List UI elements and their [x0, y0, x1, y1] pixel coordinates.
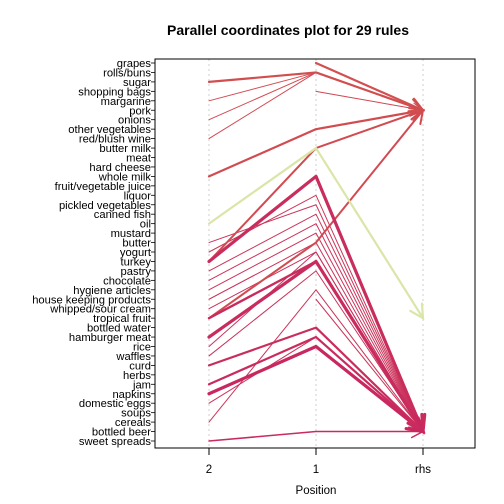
item-label: soups — [121, 408, 151, 420]
item-label: other vegetables — [68, 124, 151, 136]
item-label: bottled water — [87, 323, 151, 335]
item-label: canned fish — [94, 209, 151, 221]
item-label: fruit/vegetable juice — [55, 181, 151, 193]
rule-line-10 — [207, 146, 425, 320]
item-label: turkey — [121, 256, 152, 268]
chart-title: Parallel coordinates plot for 29 rules — [167, 22, 409, 38]
item-label: red/blush wine — [79, 134, 151, 146]
item-label: butter milk — [99, 143, 151, 155]
rule-line-6 — [207, 109, 425, 178]
rule-line-15 — [208, 223, 424, 433]
rule-arrowhead-25 — [404, 414, 426, 434]
item-ticks — [151, 62, 155, 442]
item-label: domestic eggs — [79, 398, 152, 410]
rule-arrowhead-6 — [408, 104, 426, 121]
rule-line-18 — [208, 251, 424, 433]
item-label: rolls/buns — [103, 67, 151, 79]
item-label: pork — [129, 105, 151, 117]
item-label: house keeping products — [32, 294, 151, 306]
item-label: pickled vegetables — [59, 200, 151, 212]
item-label: napkins — [112, 389, 151, 401]
rule-line-20 — [207, 259, 425, 434]
item-label: sugar — [123, 77, 151, 89]
item-label: mustard — [111, 228, 151, 240]
item-label: hard cheese — [89, 162, 151, 174]
rule-line-5 — [314, 61, 425, 112]
item-label: meat — [126, 153, 152, 165]
rule-line-23 — [208, 270, 424, 433]
item-label: grapes — [117, 58, 152, 70]
item-label: yogurt — [120, 247, 152, 259]
rule-line-16 — [208, 232, 424, 433]
rule-line-8 — [208, 109, 424, 320]
item-label: bottled beer — [92, 427, 151, 439]
item-label: butter — [122, 238, 151, 250]
item-label: herbs — [123, 370, 151, 382]
rule-line-11 — [207, 174, 425, 434]
rule-arrowhead-10 — [409, 302, 425, 321]
x-tick-label: 1 — [313, 464, 319, 476]
rule-line-13 — [208, 204, 424, 433]
item-label: whole milk — [98, 171, 152, 183]
x-axis-ticks: 2 1 rhs — [206, 448, 431, 476]
item-label: pastry — [121, 266, 152, 278]
item-label: hygiene articles — [73, 285, 151, 297]
item-label: hamburger meat — [69, 332, 152, 344]
item-label: jam — [132, 379, 151, 391]
item-label: onions — [118, 115, 151, 127]
plot-frame — [154, 58, 476, 449]
item-label: margarine — [101, 96, 151, 108]
x-axis-label: Position — [296, 485, 337, 497]
rule-line-28 — [208, 430, 424, 442]
item-label: waffles — [115, 351, 151, 363]
item-label: curd — [129, 360, 151, 372]
rule-line-9 — [315, 90, 424, 111]
item-label: tropical fruit — [93, 313, 152, 325]
rule-line-24 — [207, 335, 425, 433]
item-label: oil — [140, 219, 151, 231]
rule-line-25 — [207, 344, 425, 434]
rule-line-22 — [207, 326, 425, 433]
item-label: chocolate — [103, 275, 151, 287]
rule-line-1 — [207, 71, 425, 112]
rule-lines — [207, 61, 425, 442]
x-tick-label: 2 — [206, 464, 212, 476]
rule-line-14 — [208, 213, 424, 433]
x-tick-label: rhs — [415, 464, 431, 476]
item-label: sweet spreads — [79, 436, 152, 448]
item-label: rice — [133, 342, 151, 354]
item-label: whipped/sour cream — [49, 304, 151, 316]
item-label: liquor — [124, 190, 152, 202]
rule-line-29 — [315, 298, 424, 433]
item-label: cereals — [115, 417, 151, 429]
rule-arrowheads — [404, 97, 427, 439]
item-label: shopping bags — [78, 86, 151, 98]
